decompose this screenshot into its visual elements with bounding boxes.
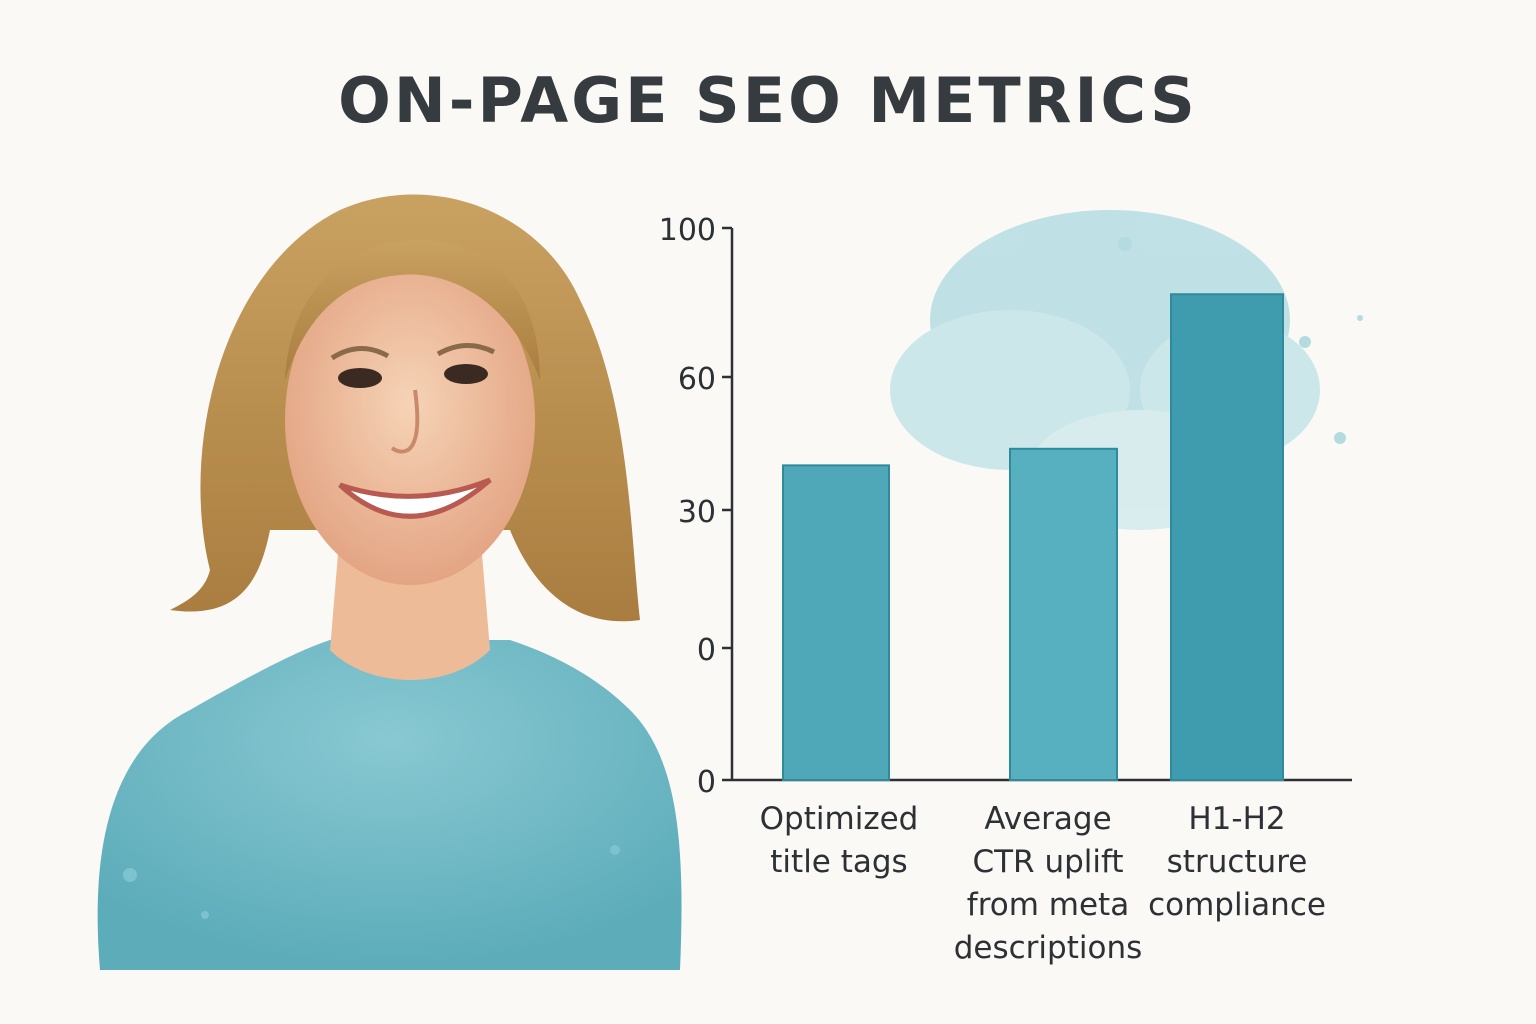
y-tick-0: 100 (659, 213, 732, 248)
category-label-line: CTR uplift (972, 844, 1123, 880)
y-tick-label: 100 (659, 213, 716, 248)
smile-shape (338, 477, 492, 519)
shirt-shape (97, 640, 682, 970)
category-label-line: from meta (967, 887, 1129, 923)
category-label-2: H1-H2 structure compliance (1148, 801, 1326, 923)
category-label-line: Average (984, 801, 1111, 837)
face-shape (285, 255, 535, 585)
y-tick-3: 0 (697, 633, 732, 668)
y-tick-2: 30 (678, 495, 732, 530)
bar-h1-h2-structure-compliance (1170, 293, 1284, 781)
y-tick-label: 30 (678, 495, 716, 530)
bar-optimized-title-tags (782, 464, 890, 781)
category-label-line: title tags (770, 844, 907, 880)
category-label-line: H1-H2 (1188, 801, 1285, 837)
y-tick-label: 0 (697, 765, 716, 800)
category-label-1: Average CTR uplift from meta description… (954, 801, 1143, 966)
hair-fringe-shape (285, 239, 540, 380)
y-tick-4: 0 (697, 765, 732, 800)
bar-average-ctr-uplift (1009, 447, 1118, 781)
y-tick-label: 0 (697, 633, 716, 668)
category-label-0: Optimized title tags (760, 801, 919, 880)
category-label-line: descriptions (954, 930, 1143, 966)
right-eye (444, 364, 488, 384)
y-tick-1: 60 (678, 362, 732, 397)
y-tick-label: 60 (678, 362, 716, 397)
category-label-line: compliance (1148, 887, 1326, 923)
watercolor-splash (890, 210, 1363, 530)
category-label-line: structure (1167, 844, 1308, 880)
portrait-illustration (97, 194, 682, 970)
page-title: ON-PAGE SEO METRICS (338, 64, 1198, 137)
category-label-line: Optimized (760, 801, 919, 837)
left-eye (338, 368, 382, 388)
